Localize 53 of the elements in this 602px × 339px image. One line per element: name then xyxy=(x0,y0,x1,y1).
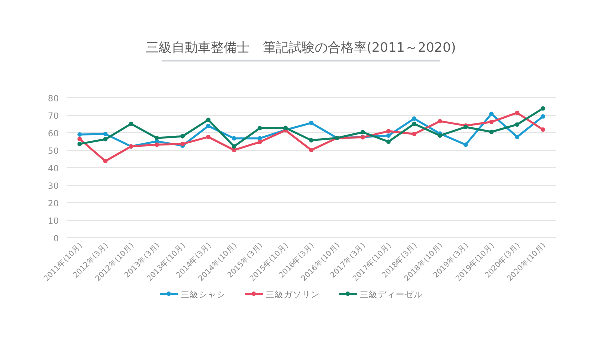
point xyxy=(386,129,391,134)
point xyxy=(103,137,108,142)
point xyxy=(78,142,82,146)
point xyxy=(360,130,366,135)
y-tick-label: 0 xyxy=(54,234,59,244)
point xyxy=(515,135,520,140)
point xyxy=(386,140,391,144)
point xyxy=(412,122,417,126)
point xyxy=(284,126,288,130)
y-tick-label: 30 xyxy=(48,182,59,192)
y-tick-label: 80 xyxy=(48,94,59,104)
point xyxy=(489,120,494,124)
point xyxy=(78,136,82,142)
point xyxy=(309,148,314,153)
point xyxy=(309,138,314,143)
y-tick-label: 60 xyxy=(48,130,59,140)
point xyxy=(154,142,160,148)
point xyxy=(258,126,262,131)
legend-label: 三級ディーゼル xyxy=(360,290,423,300)
point xyxy=(78,132,82,137)
point xyxy=(206,135,211,140)
point xyxy=(232,144,236,149)
point xyxy=(489,112,494,116)
point xyxy=(412,116,417,122)
point xyxy=(103,159,108,164)
point xyxy=(438,119,442,124)
y-tick-label: 40 xyxy=(48,164,59,174)
point xyxy=(309,121,314,126)
legend-label: 三級ガソリン xyxy=(266,290,320,300)
point xyxy=(129,122,134,126)
point xyxy=(154,136,160,140)
point xyxy=(464,142,468,148)
y-tick-label: 70 xyxy=(48,112,59,122)
point xyxy=(232,136,236,141)
point xyxy=(515,110,520,116)
point xyxy=(386,134,391,138)
y-tick-label: 10 xyxy=(48,217,59,227)
point xyxy=(515,122,520,127)
point xyxy=(489,130,494,134)
point xyxy=(258,140,262,144)
point xyxy=(232,148,236,153)
point xyxy=(206,124,211,128)
point xyxy=(412,132,417,136)
y-tick-label: 20 xyxy=(48,200,59,210)
point xyxy=(540,128,546,132)
point xyxy=(103,132,108,136)
point xyxy=(180,134,186,139)
y-tick-label: 50 xyxy=(48,147,59,157)
point xyxy=(206,118,211,122)
legend-label: 三級シャシ xyxy=(181,290,226,300)
chart-title: 三級自動車整備士 筆記試験の合格率(2011～2020) xyxy=(146,40,456,56)
point xyxy=(540,106,546,111)
point xyxy=(540,114,546,119)
